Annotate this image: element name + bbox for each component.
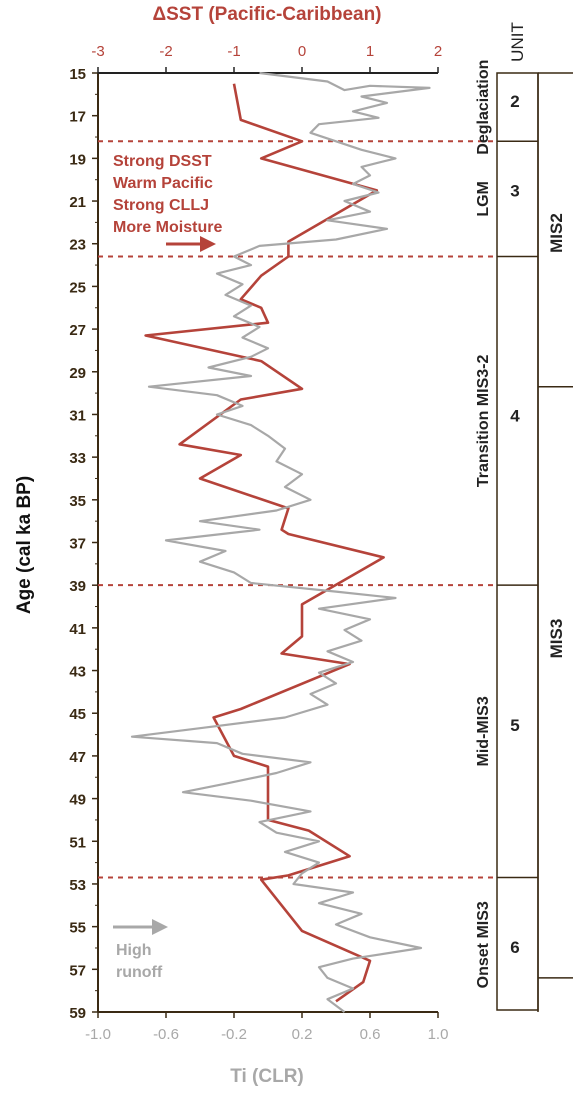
top-tick-label: -3 <box>91 43 104 60</box>
y-tick-label: 55 <box>69 920 86 937</box>
unit-number: 2 <box>510 92 519 111</box>
series-line-dsst <box>144 83 385 1003</box>
y-tick-label: 39 <box>69 578 86 595</box>
bottom-axis-label: Ti (CLR) <box>230 1066 304 1087</box>
runoff-annotation-line: runoff <box>116 964 163 981</box>
dsst-annotation-line: Strong CLLJ <box>113 197 209 214</box>
y-tick-label: 33 <box>69 450 86 467</box>
bottom-tick-label: -1.0 <box>85 1026 111 1043</box>
unit-header: UNIT <box>508 22 527 62</box>
y-tick-label: 21 <box>69 194 86 211</box>
bottom-tick-label: 1.0 <box>428 1026 449 1043</box>
y-tick-label: 35 <box>69 493 86 510</box>
y-tick-label: 43 <box>69 664 86 681</box>
y-tick-label: 49 <box>69 792 86 809</box>
y-tick-label: 37 <box>69 536 86 553</box>
unit-name-label: Mid-MIS3 <box>475 696 492 766</box>
top-axis-label: ΔSST (Pacific-Caribbean) <box>152 4 381 25</box>
top-tick-label: -2 <box>159 43 172 60</box>
y-axis-label: Age (cal ka BP) <box>14 476 35 614</box>
y-tick-label: 27 <box>69 322 86 339</box>
y-tick-label: 51 <box>69 834 86 851</box>
y-tick-label: 23 <box>69 237 86 254</box>
dsst-annotation-line: Warm Pacific <box>113 175 213 192</box>
unit-number: 4 <box>510 406 520 425</box>
dsst-arrow-head-icon <box>200 236 216 252</box>
bottom-tick-label: -0.2 <box>221 1026 247 1043</box>
top-tick-label: -1 <box>227 43 240 60</box>
top-tick-label: 0 <box>298 43 306 60</box>
bottom-tick-label: 0.6 <box>360 1026 381 1043</box>
unit-name-label: Onset MIS3 <box>475 901 492 988</box>
y-tick-label: 41 <box>69 621 86 638</box>
unit-name-label: Deglaciation <box>475 60 492 155</box>
dsst-annotation-line: More Moisture <box>113 219 222 236</box>
bottom-tick-label: 0.2 <box>292 1026 313 1043</box>
y-tick-label: 45 <box>69 706 86 723</box>
y-tick-label: 59 <box>69 1005 86 1022</box>
y-tick-label: 53 <box>69 877 86 894</box>
dsst-annotation-line: Strong DSST <box>113 153 212 170</box>
series-line-ti <box>130 71 431 1013</box>
top-tick-label: 1 <box>366 43 374 60</box>
y-tick-label: 31 <box>69 407 86 424</box>
y-tick-label: 57 <box>69 962 86 979</box>
runoff-annotation-line: High <box>116 942 152 959</box>
unit-column <box>496 72 539 1011</box>
unit-number: 6 <box>510 938 519 957</box>
y-tick-label: 47 <box>69 749 86 766</box>
y-tick-label: 17 <box>69 109 86 126</box>
unit-name-label: Transition MIS3-2 <box>475 355 492 488</box>
mis-label: MIS3 <box>547 619 566 659</box>
runoff-arrow-head-icon <box>152 919 168 935</box>
mis-label: MIS2 <box>547 213 566 253</box>
top-tick-label: 2 <box>434 43 442 60</box>
bottom-tick-label: -0.6 <box>153 1026 179 1043</box>
y-tick-label: 29 <box>69 365 86 382</box>
unit-number: 3 <box>510 181 519 200</box>
y-tick-label: 15 <box>69 66 86 83</box>
y-tick-label: 19 <box>69 151 86 168</box>
y-tick-label: 25 <box>69 279 86 296</box>
unit-name-label: LGM <box>475 181 492 217</box>
unit-number: 5 <box>510 716 519 735</box>
